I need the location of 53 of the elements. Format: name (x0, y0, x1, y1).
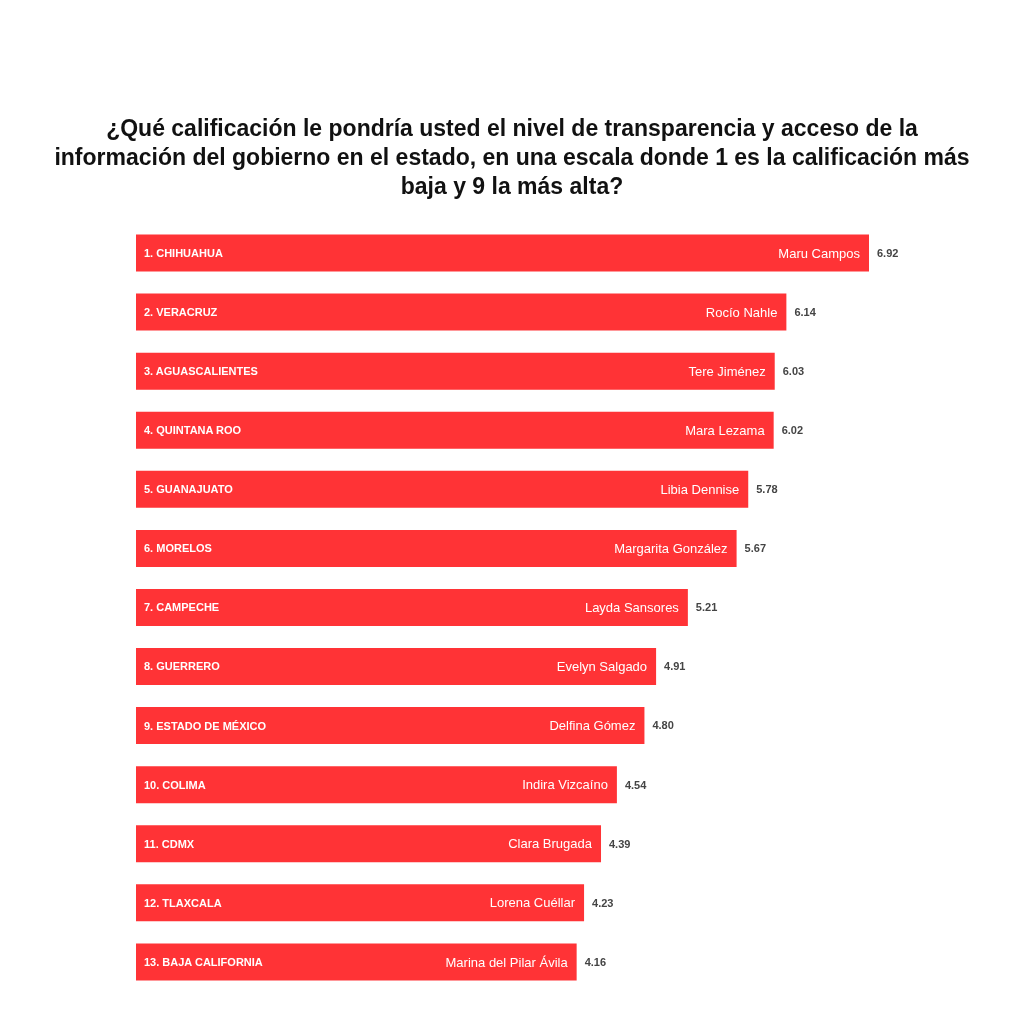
bar (136, 707, 645, 745)
annotation: Clara Brugada (508, 836, 593, 852)
bar (136, 293, 787, 331)
bar (136, 884, 585, 922)
annotation: Libia Dennise (660, 481, 740, 497)
bar (136, 825, 602, 863)
y-tick-label: 7. CAMPECHE (144, 601, 220, 614)
bar (136, 529, 737, 567)
data-label: 4.80 (652, 719, 674, 732)
annotation: Tere Jiménez (688, 363, 766, 379)
y-tick-label: 2. VERACRUZ (144, 305, 218, 318)
annotation: Evelyn Salgado (556, 659, 648, 675)
annotation: Margarita González (614, 540, 728, 556)
bar (136, 648, 657, 686)
y-tick-label: 4. QUINTANA ROO (144, 424, 242, 437)
data-label: 6.92 (877, 246, 899, 259)
annotation: Delfina Gómez (549, 718, 636, 734)
annotation: Rocío Nahle (705, 304, 778, 320)
data-label: 5.78 (756, 483, 778, 496)
data-label: 6.02 (781, 424, 804, 437)
bar (136, 766, 617, 804)
y-tick-label: 3. AGUASCALIENTES (144, 365, 258, 378)
data-label: 5.67 (744, 542, 767, 555)
chart-title: ¿Qué calificación le pondría usted el nivel de transparencia y acceso de la información del gobierno en el estado, en una escala donde 1 es la calificación más baja y 9 la más alta? (53, 114, 971, 201)
y-tick-label: 9. ESTADO DE MÉXICO (144, 719, 267, 732)
data-label: 6.14 (794, 305, 817, 318)
data-label: 4.23 (592, 896, 614, 909)
data-label: 4.91 (664, 660, 686, 673)
data-label: 6.03 (782, 365, 805, 377)
annotation: Mara Lezama (685, 422, 766, 438)
y-tick-label: 5. GUANAJUATO (144, 483, 234, 496)
bar (136, 943, 577, 981)
annotation: Lorena Cuéllar (489, 895, 576, 911)
y-tick-label: 6. MORELOS (144, 542, 212, 555)
y-tick-label: 13. BAJA CALIFORNIA (144, 955, 263, 968)
annotation: Indira Vizcaíno (522, 777, 608, 793)
bar (136, 234, 869, 272)
bar (136, 411, 774, 449)
bar (136, 352, 775, 390)
annotation: Marina del Pilar Ávila (445, 954, 569, 970)
y-tick-label: 10. COLIMA (144, 778, 206, 791)
annotation: Maru Campos (778, 245, 861, 261)
data-label: 4.16 (584, 955, 607, 968)
bar (136, 588, 688, 626)
data-label: 4.54 (624, 778, 648, 791)
y-tick-label: 11. CDMX (144, 837, 195, 850)
y-tick-label: 8. GUERRERO (144, 660, 221, 673)
data-label: 4.39 (609, 837, 631, 850)
y-tick-label: 1. CHIHUAHUA (144, 246, 223, 259)
data-label: 5.21 (695, 601, 718, 614)
bar (136, 470, 749, 508)
annotation: Layda Sansores (584, 600, 680, 616)
y-tick-label: 12. TLAXCALA (144, 896, 222, 909)
